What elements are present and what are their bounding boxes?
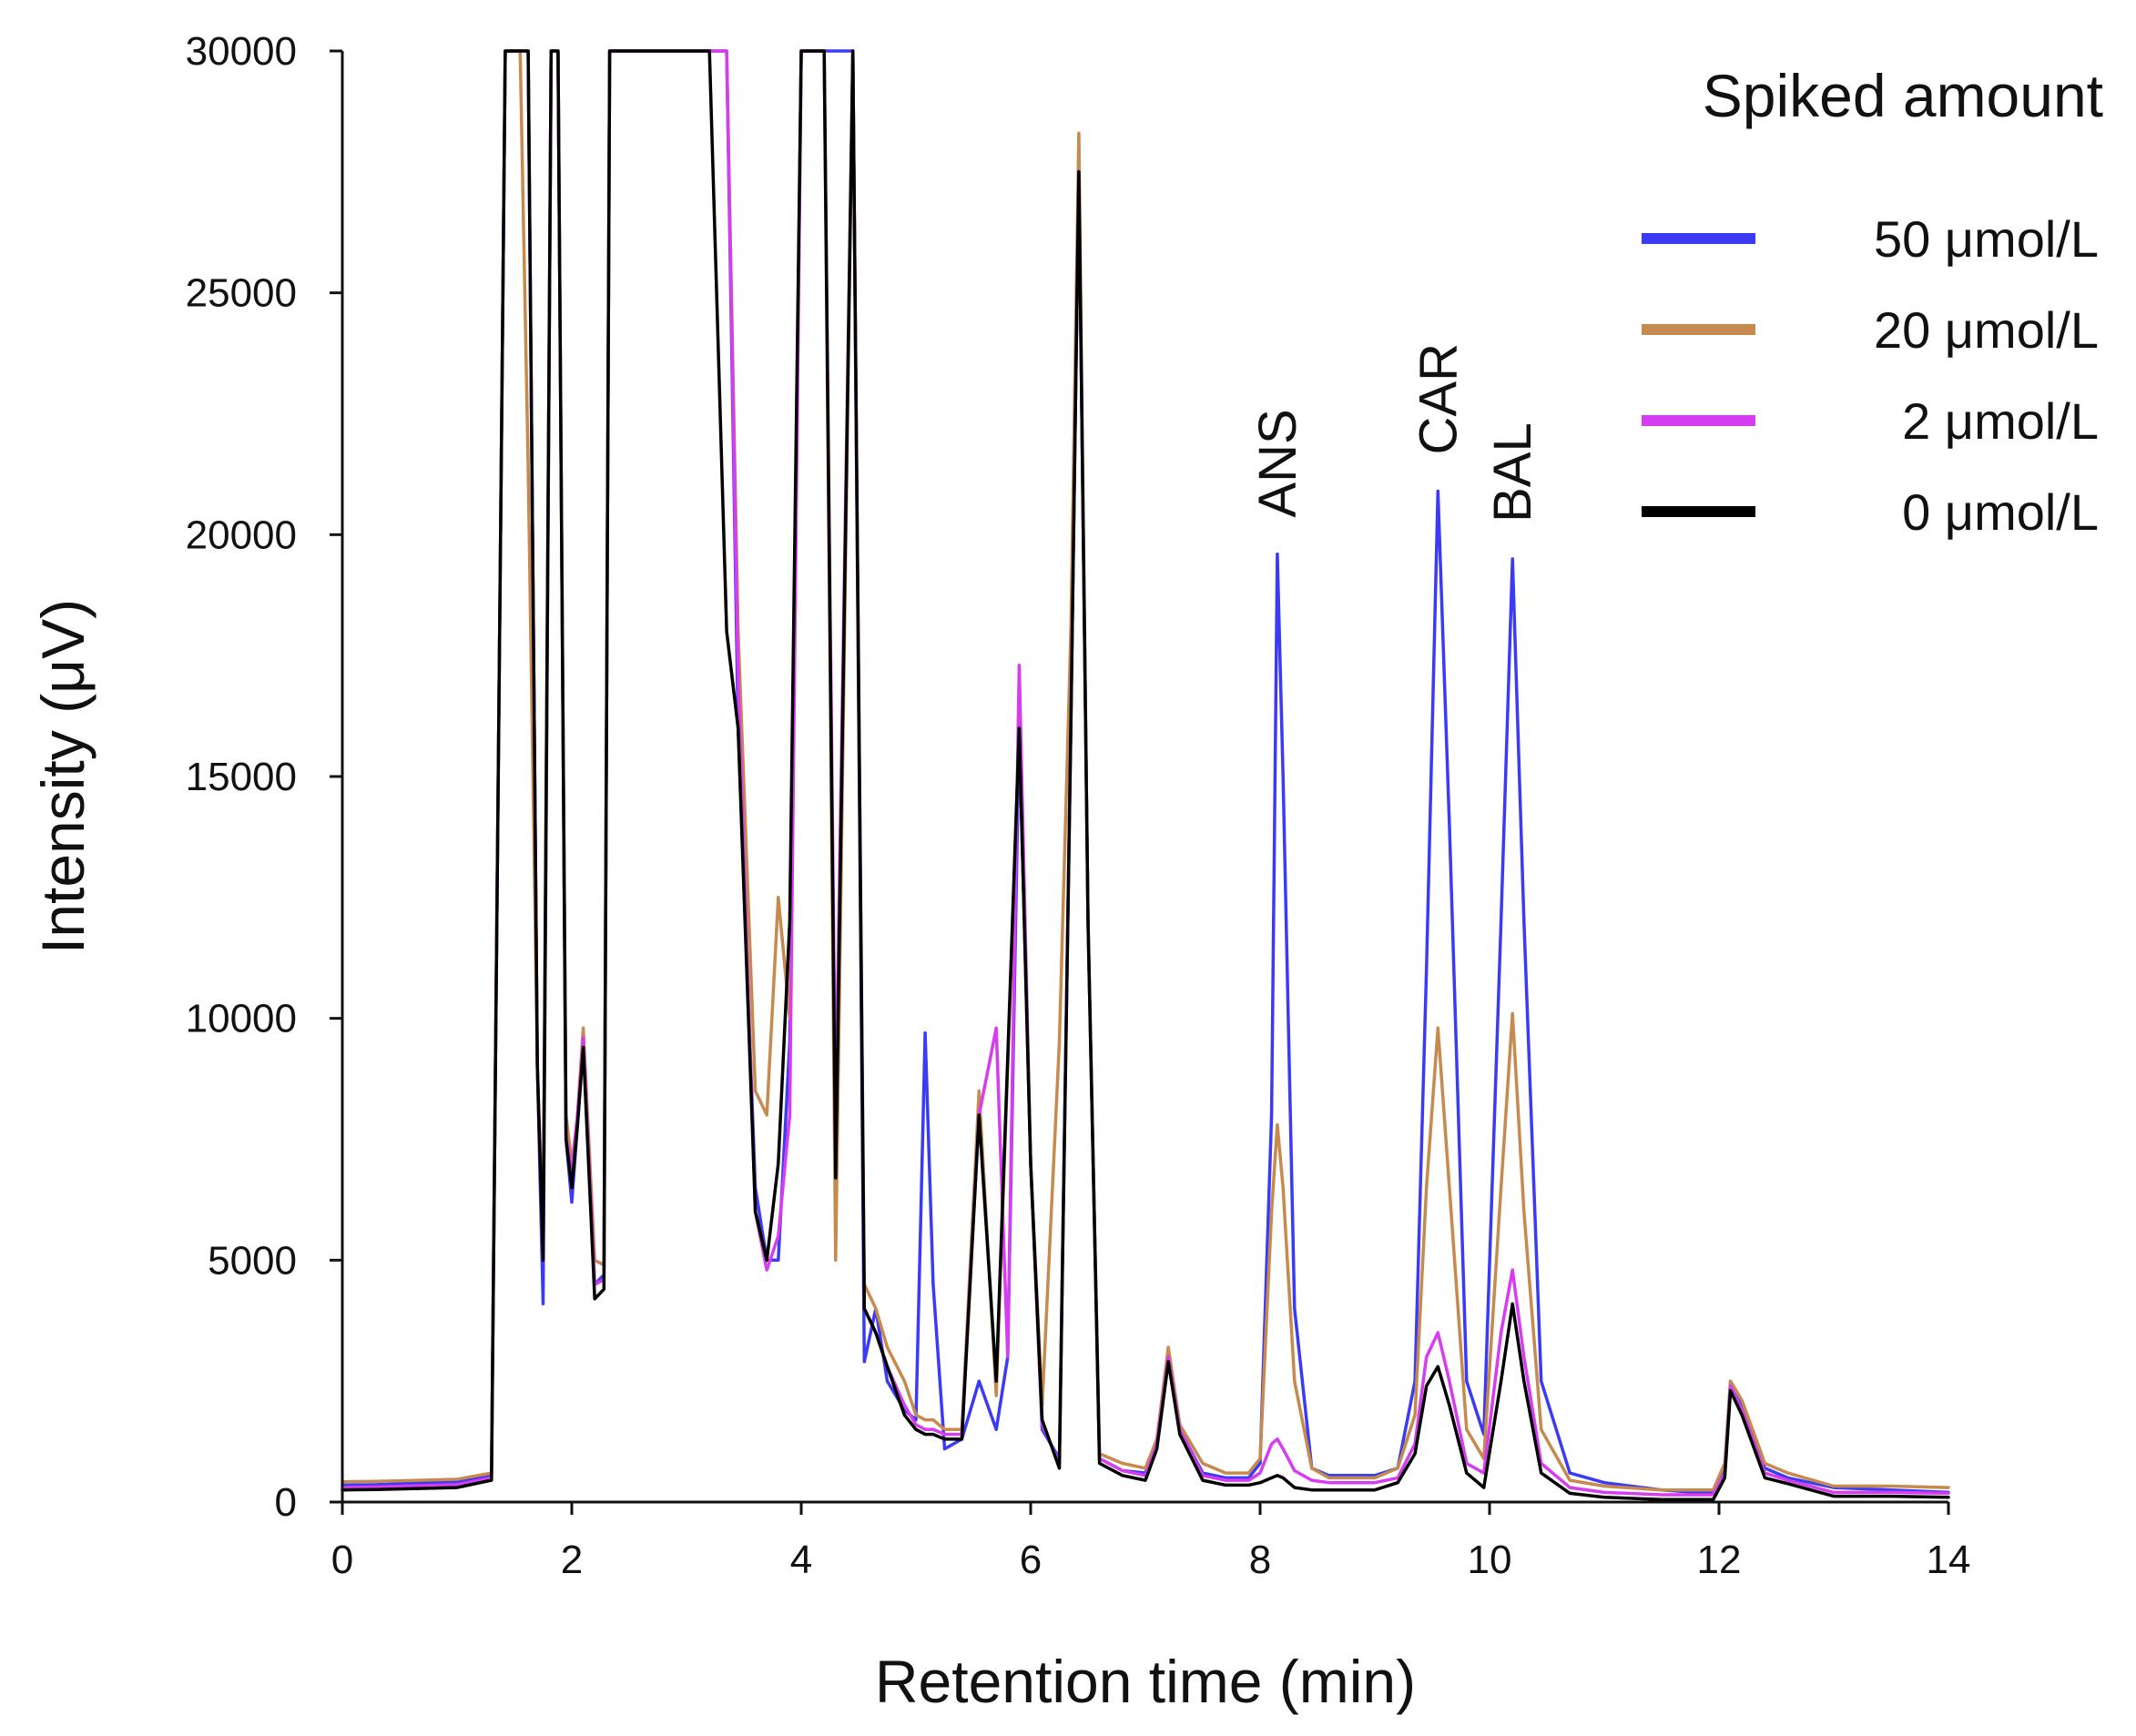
- x-tick-label: 2: [561, 1538, 583, 1582]
- x-tick-label: 10: [1468, 1538, 1512, 1582]
- y-tick-label: 20000: [186, 513, 297, 557]
- y-tick-label: 30000: [186, 29, 297, 74]
- legend-label: 50 μmol/L: [1874, 210, 2099, 268]
- x-tick-label: 8: [1249, 1538, 1271, 1582]
- legend-label: 2 μmol/L: [1902, 392, 2099, 450]
- peak-annotations: ANS CAR BAL: [1248, 343, 1542, 523]
- series-line-4: [341, 49, 1950, 1502]
- y-tick-label: 25000: [186, 271, 297, 316]
- series-line-1: [341, 49, 1950, 1495]
- series-line-3: [341, 49, 1950, 1497]
- x-tick-label: 0: [331, 1538, 353, 1582]
- y-axis-ticks: 0 5000 10000 15000 20000 25000 30000: [186, 29, 342, 1525]
- x-axis-title: Retention time (min): [875, 1648, 1416, 1715]
- legend-title: Spiked amount: [1703, 62, 2103, 129]
- peak-label: ANS: [1248, 409, 1307, 517]
- legend-label: 0 μmol/L: [1902, 483, 2099, 541]
- legend-label: 20 μmol/L: [1874, 301, 2099, 359]
- series-line-2: [341, 49, 1950, 1492]
- y-tick-label: 0: [275, 1480, 297, 1525]
- peak-label: BAL: [1483, 422, 1542, 523]
- y-tick-label: 15000: [186, 755, 297, 799]
- x-tick-label: 6: [1020, 1538, 1042, 1582]
- x-tick-label: 12: [1697, 1538, 1742, 1582]
- x-axis-ticks: 0 2 4 6 8 10 12 14: [331, 1502, 1971, 1582]
- x-tick-label: 14: [1927, 1538, 1971, 1582]
- series-group: [341, 49, 1950, 1502]
- legend: Spiked amount 50 μmol/L 20 μmol/L 2 μmol/L…: [1642, 62, 2103, 541]
- x-tick-label: 4: [790, 1538, 812, 1582]
- y-axis-title: Intensity (μV): [29, 599, 97, 954]
- y-tick-label: 5000: [208, 1238, 297, 1283]
- y-tick-label: 10000: [186, 997, 297, 1041]
- peak-label: CAR: [1409, 343, 1468, 454]
